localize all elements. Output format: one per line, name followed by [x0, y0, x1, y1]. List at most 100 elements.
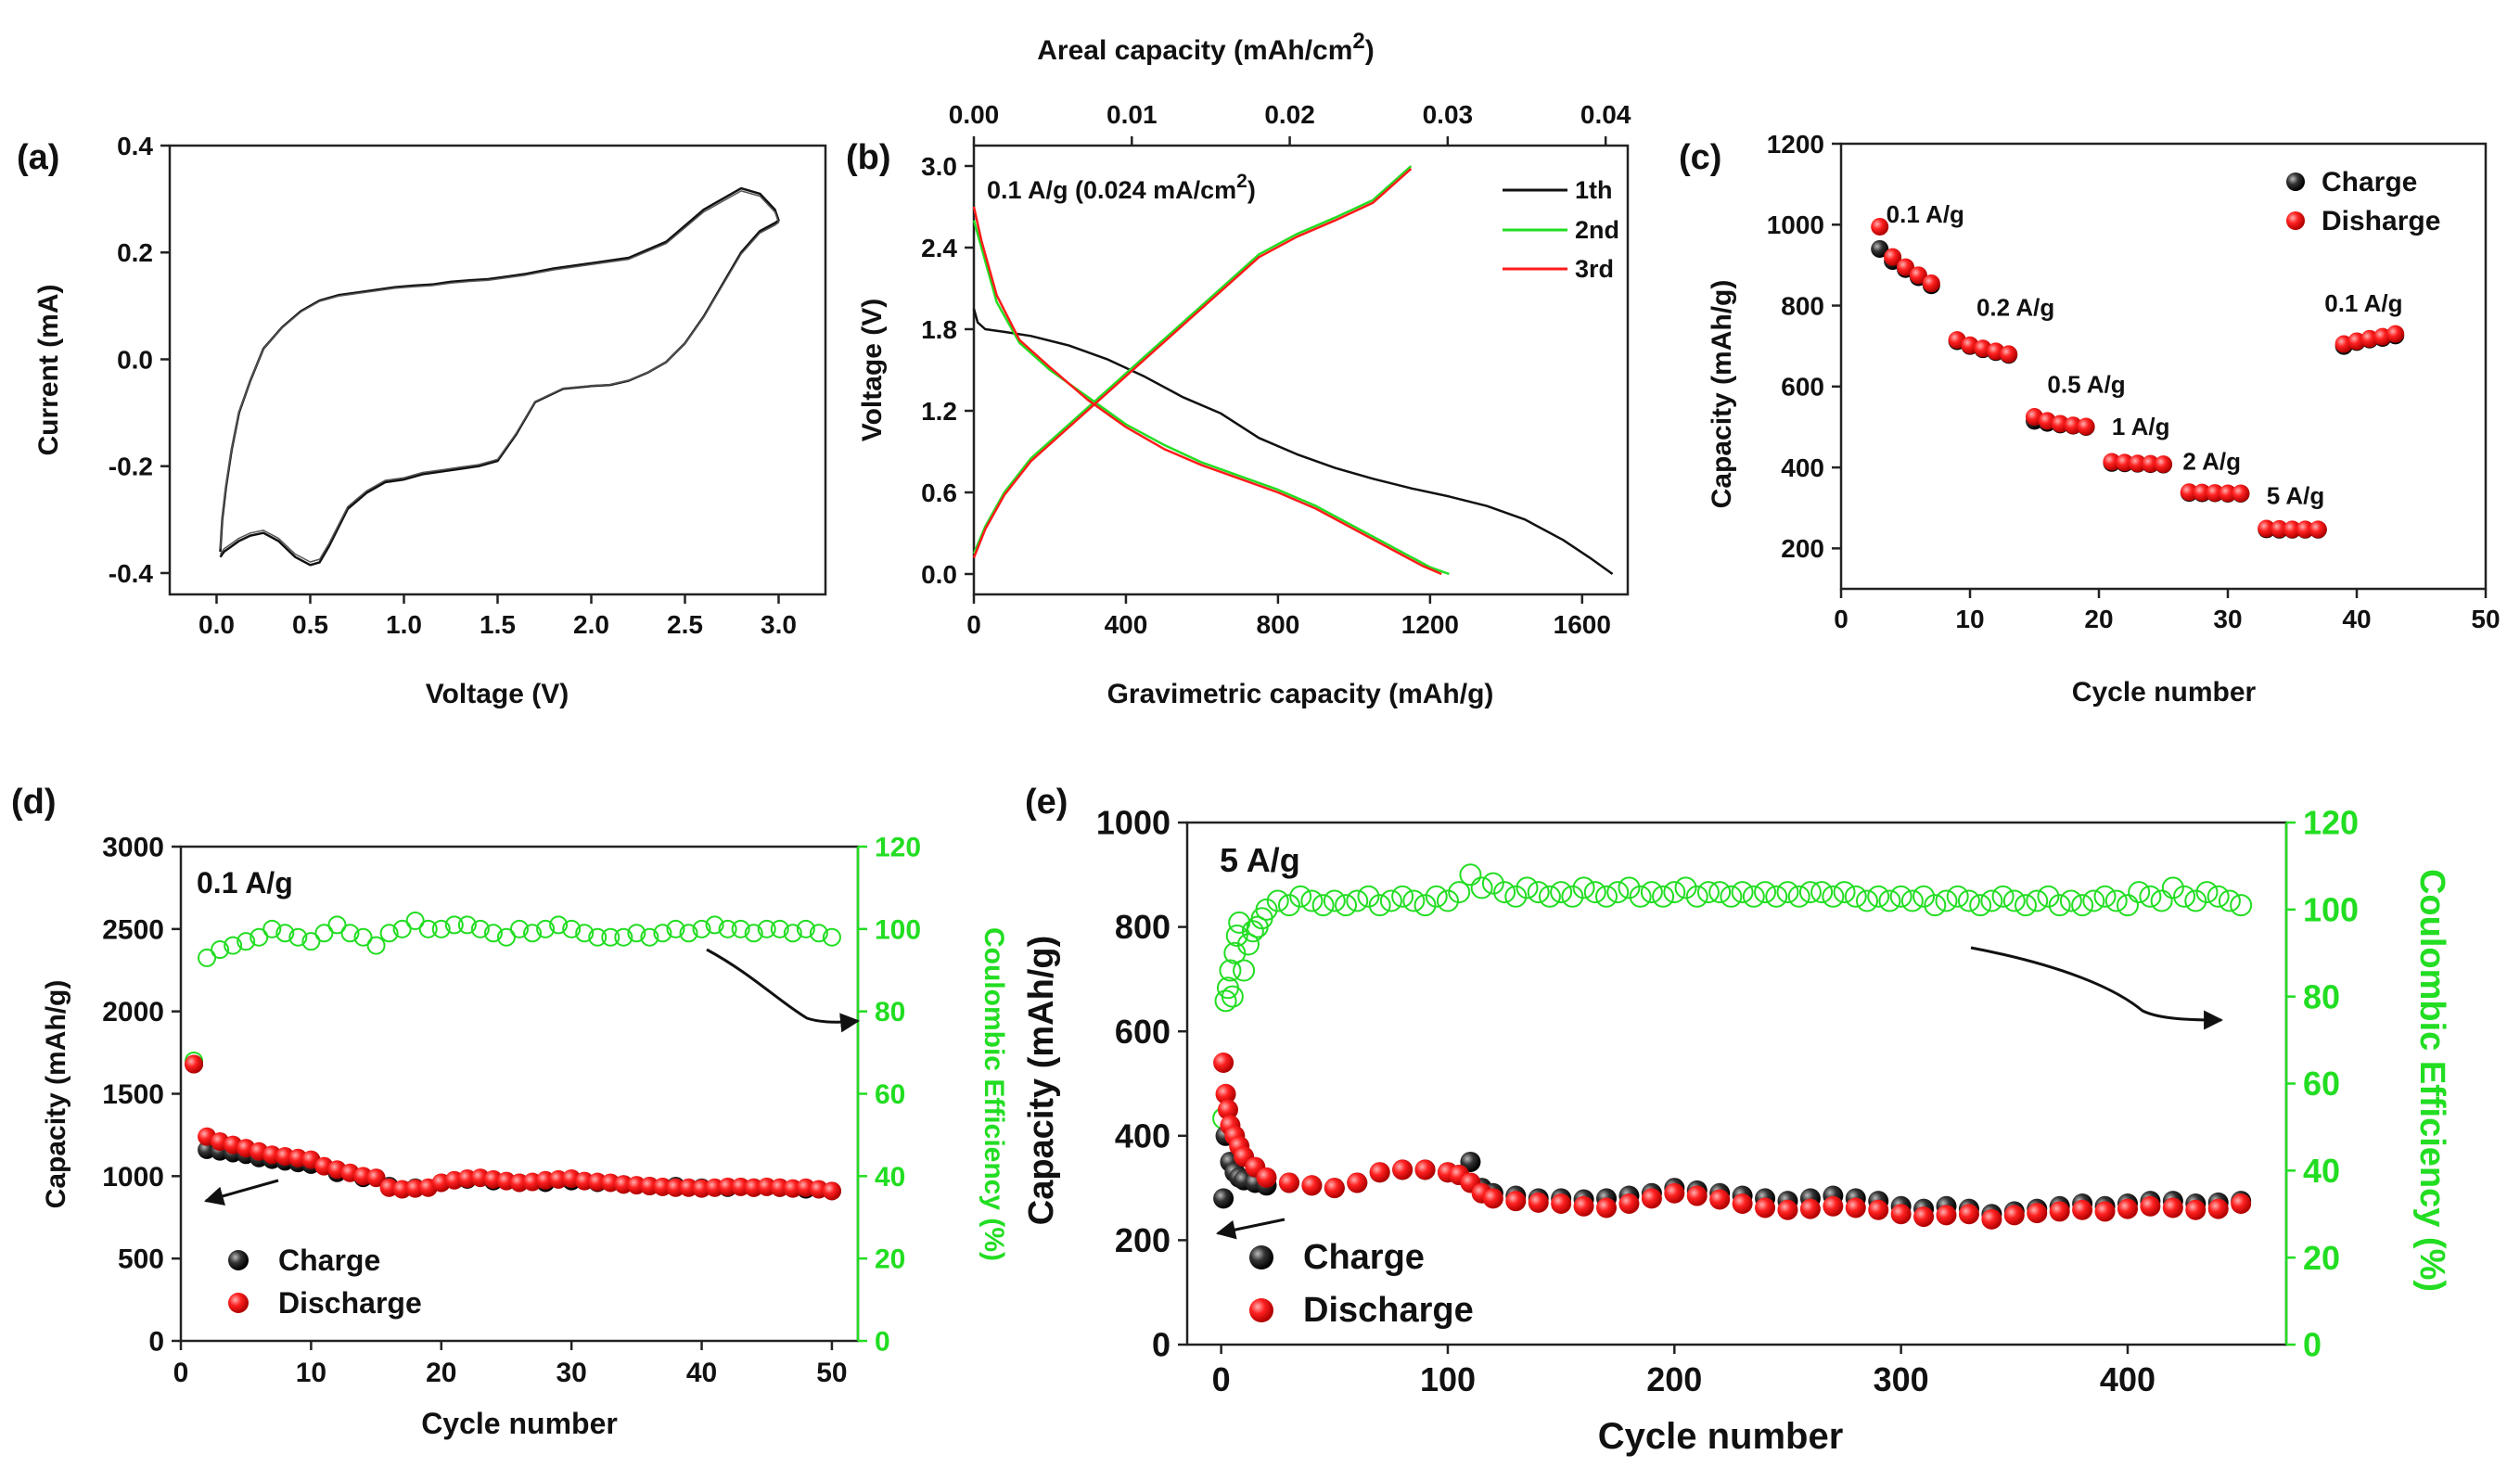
discharge-point [1732, 1193, 1753, 1214]
y-tick-label: 200 [1115, 1221, 1170, 1259]
ce-point [1889, 885, 1912, 908]
panel-d-arrow-to-left-axis [203, 1179, 279, 1206]
panel-b-top-ticks: 0.00 0.01 0.02 0.03 0.04 [949, 100, 1631, 146]
y-tick-label: -0.4 [109, 559, 154, 588]
y-tick-label: 1000 [1096, 804, 1170, 842]
discharge-point [822, 1181, 841, 1201]
y2-tick-label: 0 [875, 1327, 890, 1358]
panel-d-x-ticks: 0 10 20 30 40 50 [173, 1341, 848, 1388]
panel-b-legend-label-2nd: 2nd [1575, 216, 1619, 244]
y2-tick-label: 80 [2303, 977, 2340, 1015]
ce-point [1810, 881, 1834, 904]
ce-point [1300, 889, 1324, 912]
y-tick-label: 2.4 [921, 234, 957, 262]
ce-point [249, 927, 269, 947]
ce-point [2059, 889, 2082, 912]
discharge-point [1755, 1197, 1776, 1218]
ce-point [809, 924, 828, 943]
top-tick-label: 0.00 [949, 100, 1000, 129]
rate-point-disharge [2155, 455, 2172, 474]
ce-point [1402, 889, 1426, 912]
ce-point [822, 927, 841, 947]
rate-annotation: 0.2 A/g [1976, 293, 2054, 321]
ce-point [2002, 889, 2026, 912]
ce-point [1538, 885, 1561, 908]
ce-point [483, 924, 503, 943]
rate-point-disharge [2232, 484, 2250, 503]
ce-point [1969, 894, 1992, 917]
panel-a-x-axis-label: Voltage (V) [426, 679, 569, 709]
rate-annotation: 0.1 A/g [2324, 289, 2402, 317]
rate-point-disharge [1884, 248, 1902, 266]
x-tick-label: 10 [1955, 605, 1984, 633]
y-tick-label: 200 [1781, 534, 1824, 563]
discharge-point [1369, 1162, 1390, 1183]
discharge-point [1347, 1172, 1368, 1193]
rate-point-disharge [1897, 258, 1914, 276]
rate-point-disharge [2360, 329, 2379, 348]
ce-point [614, 927, 633, 947]
panel-e-legend-label-charge: Charge [1303, 1238, 1425, 1277]
ce-point [1214, 989, 1237, 1013]
x-tick-label: 800 [1257, 610, 1300, 639]
x-tick-label: 0.0 [198, 610, 235, 639]
panel-d: (d) 0 10 20 30 40 50 050010001500200025003000… [11, 783, 1009, 1440]
ce-point [1448, 881, 1471, 904]
ce-point [1595, 885, 1618, 908]
ce-point [1640, 881, 1663, 904]
panel-d-legend-marker-discharge [228, 1293, 249, 1313]
panel-e-y-axis-label: Capacity (mAh/g) [1022, 936, 1061, 1225]
y-tick-label: 1.8 [921, 315, 957, 344]
discharge-point [1528, 1192, 1549, 1213]
discharge-point [2094, 1201, 2116, 1222]
y-tick-label: 0.4 [117, 132, 153, 160]
ce-point [1335, 894, 1358, 917]
discharge-point [1278, 1172, 1299, 1193]
panel-d-series [185, 911, 841, 1201]
discharge-point [2162, 1197, 2183, 1218]
discharge-point [2207, 1198, 2229, 1219]
panel-e-legend-marker-discharge [1249, 1298, 1273, 1322]
panel-c-legend: Charge Disharge [2286, 167, 2440, 236]
ce-point [237, 932, 256, 951]
y2-tick-label: 40 [875, 1162, 905, 1193]
panel-e-arrow-to-right-axis [1970, 946, 2224, 1030]
ce-point [301, 932, 321, 951]
discharge-point [1324, 1178, 1345, 1199]
ce-point [1323, 889, 1346, 912]
ce-point [2026, 889, 2049, 912]
x-tick-label: 40 [686, 1358, 717, 1388]
x-tick-label: 1.0 [386, 610, 422, 639]
ce-point [562, 919, 582, 938]
y-tick-label: 2500 [102, 914, 164, 945]
y-tick-label: 0.0 [921, 560, 957, 589]
ce-point [549, 915, 569, 935]
ce-point [1236, 933, 1260, 956]
discharge-point [1551, 1193, 1572, 1214]
discharge-point [1913, 1206, 1935, 1228]
ce-point [1368, 894, 1391, 917]
ce-point [2015, 894, 2038, 917]
ce-point [1867, 885, 1890, 908]
ce-point [510, 919, 529, 938]
panel-e-y2-ticks: 0 20 40 60 80 100 120 [2286, 804, 2359, 1364]
top-tick-label: 0.04 [1580, 100, 1631, 129]
x-tick-label: 300 [1874, 1360, 1929, 1398]
panel-d-legend-label-charge: Charge [278, 1244, 380, 1277]
y-tick-label: 600 [1781, 373, 1824, 402]
ce-point [1255, 898, 1278, 921]
x-tick-label: 50 [2471, 605, 2500, 633]
ce-point [275, 924, 295, 943]
ce-point [418, 919, 438, 938]
discharge-point [366, 1168, 386, 1188]
rate-annotation: 5 A/g [2267, 481, 2325, 509]
discharge-point [2003, 1205, 2025, 1226]
ce-point [1720, 885, 1743, 908]
ce-point [224, 936, 243, 955]
panel-d-legend: Charge Discharge [228, 1244, 422, 1320]
ce-point [496, 927, 516, 947]
panel-a-plot-frame [168, 144, 827, 596]
y-tick-label: 3.0 [921, 152, 957, 181]
y2-tick-label: 100 [875, 914, 921, 945]
